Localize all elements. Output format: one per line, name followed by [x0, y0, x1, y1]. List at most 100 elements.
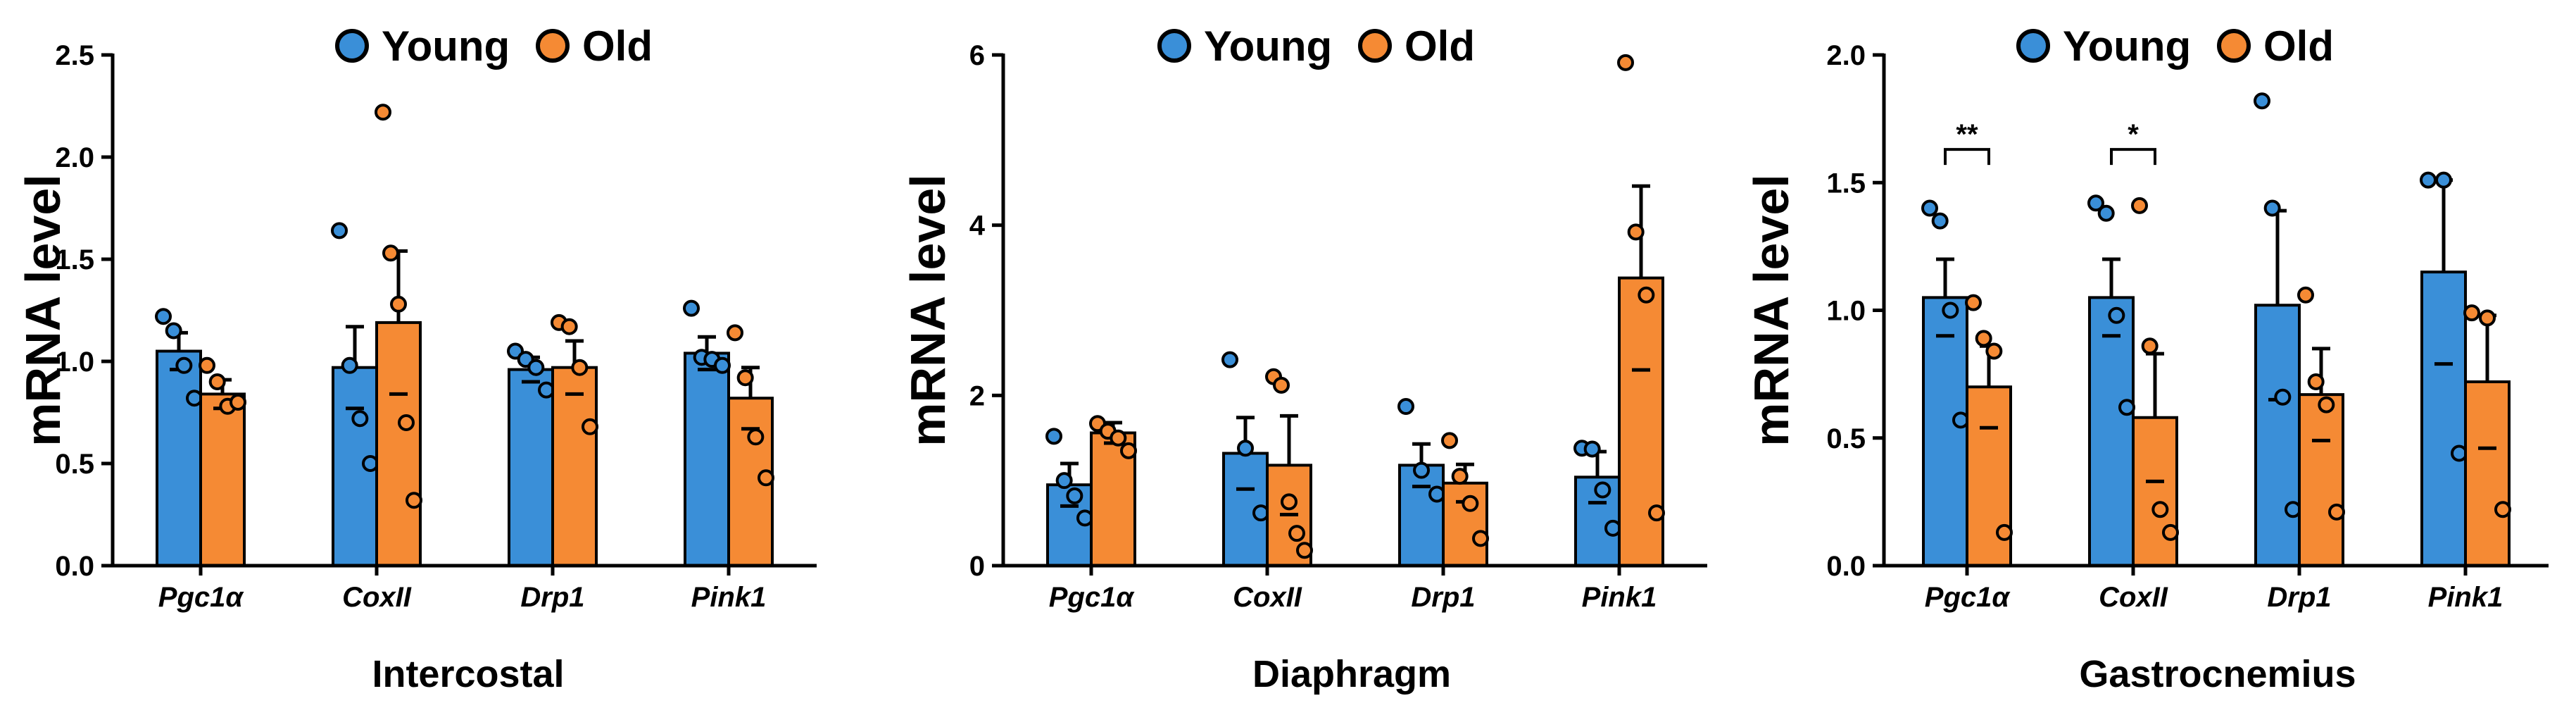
data-point-young-2-2 [527, 359, 545, 376]
x-tick-label: Drp1 [2267, 582, 2331, 613]
data-point-young-3-0 [683, 299, 700, 317]
legend-marker-old [536, 29, 570, 63]
y-tick-label: 4 [969, 211, 986, 242]
bar-old-3 [1618, 276, 1664, 567]
data-point-old-0-0 [1965, 294, 1982, 311]
data-point-old-1-1 [1273, 376, 1290, 394]
y-tick-label: 2.0 [1826, 40, 1866, 71]
data-point-young-2-1 [1413, 461, 1430, 479]
y-tick-label: 2.0 [55, 142, 94, 173]
data-point-young-0-0 [1045, 428, 1062, 445]
data-point-young-3-0 [2420, 171, 2437, 189]
data-point-old-1-0 [2131, 197, 2148, 214]
data-point-old-1-2 [1281, 493, 1298, 511]
bar-old-0 [199, 392, 246, 568]
y-tick-label: 0.5 [1826, 423, 1866, 454]
x-tick-label: Drp1 [1411, 582, 1475, 613]
data-point-young-1-0 [2087, 194, 2104, 212]
y-tick-label: 0.0 [1826, 551, 1866, 582]
x-tick-label: Pink1 [2428, 582, 2503, 613]
data-point-young-3-3 [714, 356, 731, 374]
data-point-old-0-3 [1996, 523, 2013, 541]
x-tick-label: CoxII [342, 582, 412, 613]
y-tick-label: 0 [969, 551, 985, 582]
data-point-young-1-1 [1237, 440, 1254, 457]
data-point-old-3-3 [758, 469, 774, 487]
data-point-old-1-3 [398, 414, 415, 431]
y-axis-label: mRNA level [1744, 174, 1799, 446]
data-point-old-3-3 [1648, 504, 1665, 522]
y-axis-label: mRNA level [15, 174, 70, 446]
data-point-old-3-1 [2479, 309, 2496, 327]
data-point-young-0-1 [1055, 472, 1073, 490]
data-point-old-2-1 [2307, 373, 2325, 390]
y-tick-label: 0.0 [55, 551, 94, 582]
legend-label-young: Young [382, 23, 510, 70]
data-point-old-2-2 [2318, 396, 2335, 414]
legend-marker-old [2217, 29, 2251, 63]
bar-young-2 [508, 368, 554, 567]
data-point-old-0-3 [1120, 442, 1137, 459]
data-point-young-2-0 [1397, 398, 1414, 416]
data-point-young-1-2 [2108, 306, 2125, 324]
data-point-old-3-2 [2494, 501, 2511, 518]
x-tick-label: Pink1 [1582, 582, 1657, 613]
data-point-young-0-2 [1942, 301, 1959, 319]
data-point-old-3-1 [1627, 223, 1645, 241]
data-point-old-0-3 [230, 394, 246, 411]
y-tick-label: 1.0 [1826, 296, 1866, 327]
data-point-young-2-2 [2274, 388, 2292, 406]
x-tick-label: Pgc1α [158, 582, 245, 613]
data-point-young-1-2 [351, 410, 369, 428]
data-point-old-1-2 [2151, 501, 2169, 518]
data-point-old-1-4 [406, 492, 422, 509]
data-point-old-3-0 [1617, 54, 1634, 71]
data-point-old-3-0 [727, 324, 743, 342]
x-tick-label: CoxII [2099, 582, 2168, 613]
y-tick-label: 2 [969, 380, 985, 411]
y-tick-label: 1.5 [1826, 168, 1866, 199]
data-point-old-2-3 [582, 418, 598, 435]
significance-bracket-1 [2110, 148, 2156, 166]
data-point-old-0-2 [1110, 429, 1127, 447]
panel-title: Gastrocnemius [2079, 653, 2356, 695]
data-point-old-1-1 [382, 244, 399, 262]
data-point-young-1-3 [2118, 399, 2135, 416]
data-point-old-3-0 [2463, 304, 2480, 322]
legend-marker-young [335, 29, 369, 63]
data-point-old-1-0 [375, 104, 391, 121]
data-point-old-3-2 [747, 428, 765, 446]
data-point-old-2-1 [560, 318, 578, 335]
panel-title: Diaphragm [1252, 653, 1451, 695]
data-point-young-1-0 [331, 222, 348, 240]
data-point-old-0-2 [1985, 342, 2003, 360]
legend-label-young: Young [1204, 23, 1332, 70]
data-point-old-2-2 [1462, 495, 1479, 512]
data-point-old-2-0 [1441, 432, 1458, 449]
y-axis-label: mRNA level [900, 174, 955, 446]
bar-old-1 [2132, 416, 2178, 567]
data-point-young-1-1 [2097, 204, 2115, 222]
data-point-old-0-0 [199, 356, 215, 374]
data-point-young-0-0 [155, 308, 172, 325]
panel-title: Intercostal [372, 653, 564, 695]
legend-marker-young [1157, 29, 1191, 63]
significance-label: ** [1956, 119, 1978, 150]
data-point-young-0-1 [165, 322, 182, 340]
data-point-young-2-0 [2254, 92, 2270, 110]
data-point-old-2-2 [571, 359, 589, 376]
data-point-old-2-3 [2328, 503, 2345, 521]
significance-bracket-0 [1944, 148, 1990, 166]
panel-intercostal: Young Old mRNA level 0.0 0.5 1.0 1.5 2.0 2.5 Pgc1… [15, 23, 817, 695]
x-tick-label: Pgc1α [1925, 582, 2011, 613]
data-point-old-3-1 [736, 369, 754, 387]
data-point-old-1-3 [1288, 525, 1305, 542]
data-point-old-0-1 [208, 373, 226, 390]
bar-old-3 [2464, 380, 2511, 567]
panel-diaphragm: Young Old mRNA level 0 2 4 6 Pgc1α CoxII Drp1 Pink… [900, 23, 1707, 695]
legend-label-old: Old [582, 23, 653, 70]
bar-old-2 [551, 366, 598, 567]
data-point-young-3-1 [2435, 171, 2452, 189]
data-point-old-2-1 [1451, 468, 1469, 485]
